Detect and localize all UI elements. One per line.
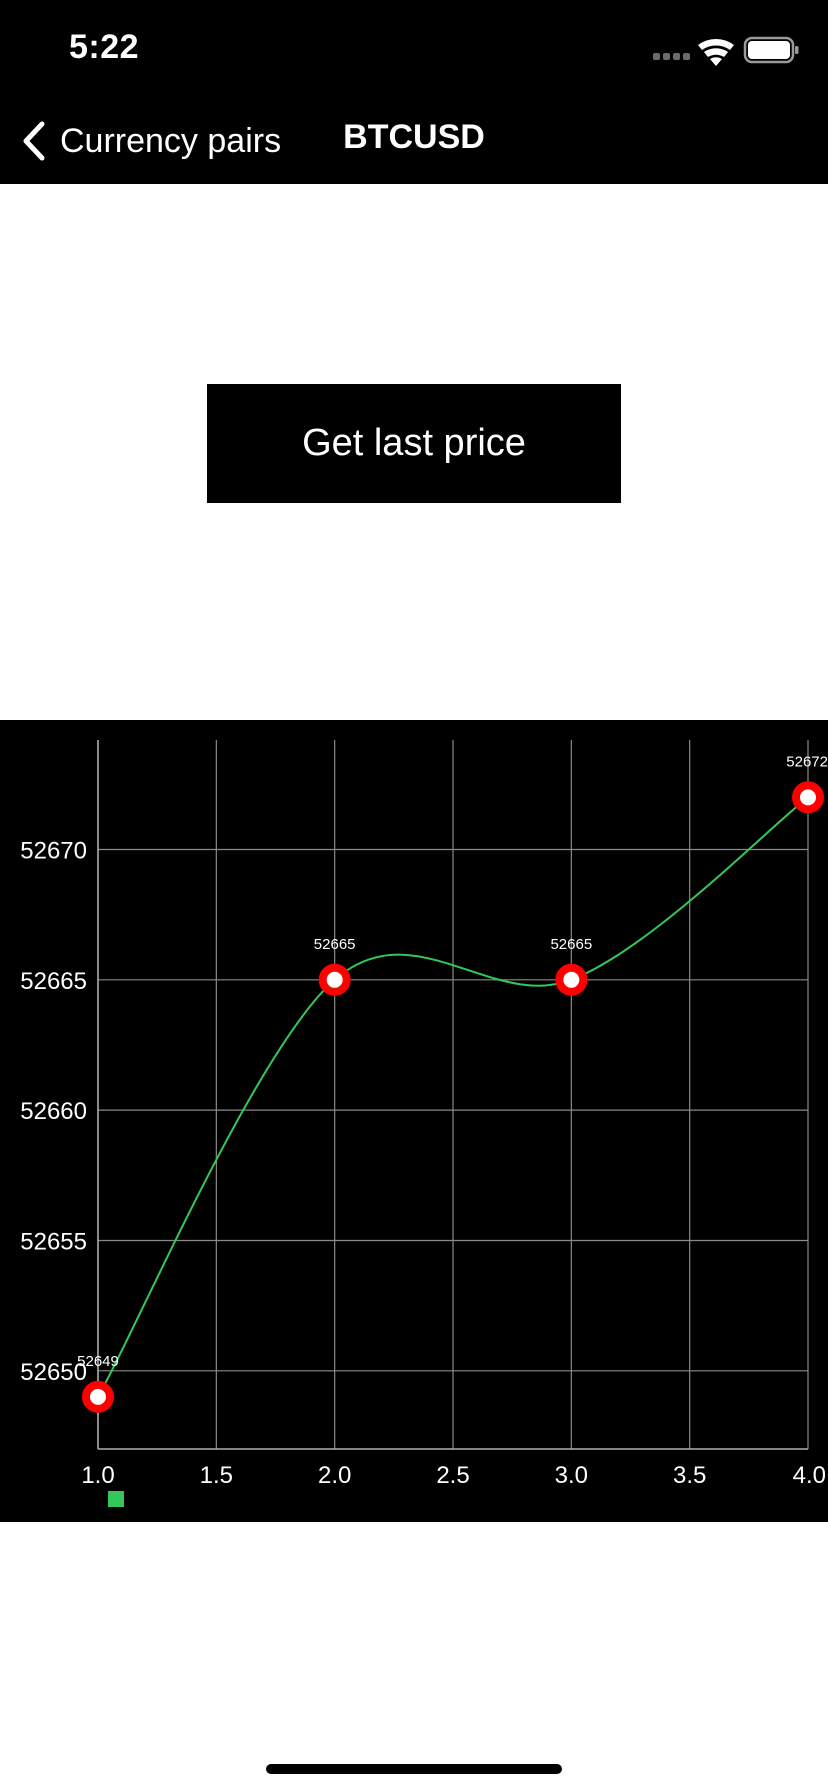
battery-icon (743, 36, 799, 64)
series-line (97, 796, 809, 1398)
back-button-label: Currency pairs (60, 121, 282, 160)
y-tick-label: 52650 (20, 1359, 87, 1386)
page-title: BTCUSD (343, 118, 485, 156)
legend-swatch (108, 1491, 124, 1507)
data-label: 52665 (314, 936, 356, 953)
status-time: 5:22 (69, 28, 140, 66)
home-indicator (266, 1764, 562, 1774)
x-tick-label: 3.0 (555, 1462, 588, 1489)
chevron-left-icon (23, 121, 45, 161)
y-tick-label: 52670 (20, 837, 87, 864)
x-tick-label: 2.0 (318, 1462, 351, 1489)
data-point (792, 781, 824, 814)
data-label: 52672 (786, 753, 828, 770)
back-button[interactable]: Currency pairs (20, 112, 281, 170)
data-point (555, 963, 588, 996)
data-point (82, 1380, 114, 1413)
status-icons (628, 0, 828, 100)
top-bar: 5:22 Currency pairs BT (0, 0, 828, 184)
price-chart: 1.0 1.5 2.0 2.5 3.0 3.5 4.0 52650 52655 52660 5266… (0, 720, 828, 1522)
y-tick-label: 52665 (20, 968, 87, 995)
wifi-icon (698, 39, 734, 66)
price-chart-svg: 1.0 1.5 2.0 2.5 3.0 3.5 4.0 52650 52655 52660 5266… (20, 740, 828, 1507)
signal-dots-icon (653, 53, 690, 60)
y-tick-label: 52660 (20, 1098, 87, 1125)
y-tick-label: 52655 (20, 1228, 87, 1255)
x-tick-label: 2.5 (436, 1462, 469, 1489)
data-label: 52665 (550, 936, 592, 953)
x-tick-label: 1.5 (200, 1462, 233, 1489)
x-tick-label: 3.5 (673, 1462, 706, 1489)
data-point (318, 963, 351, 996)
data-label: 52649 (77, 1353, 119, 1370)
get-last-price-button[interactable]: Get last price (207, 384, 621, 503)
x-tick-label: 4.0 (793, 1462, 826, 1489)
status-icons-svg (653, 36, 799, 66)
x-tick-label: 1.0 (81, 1462, 114, 1489)
